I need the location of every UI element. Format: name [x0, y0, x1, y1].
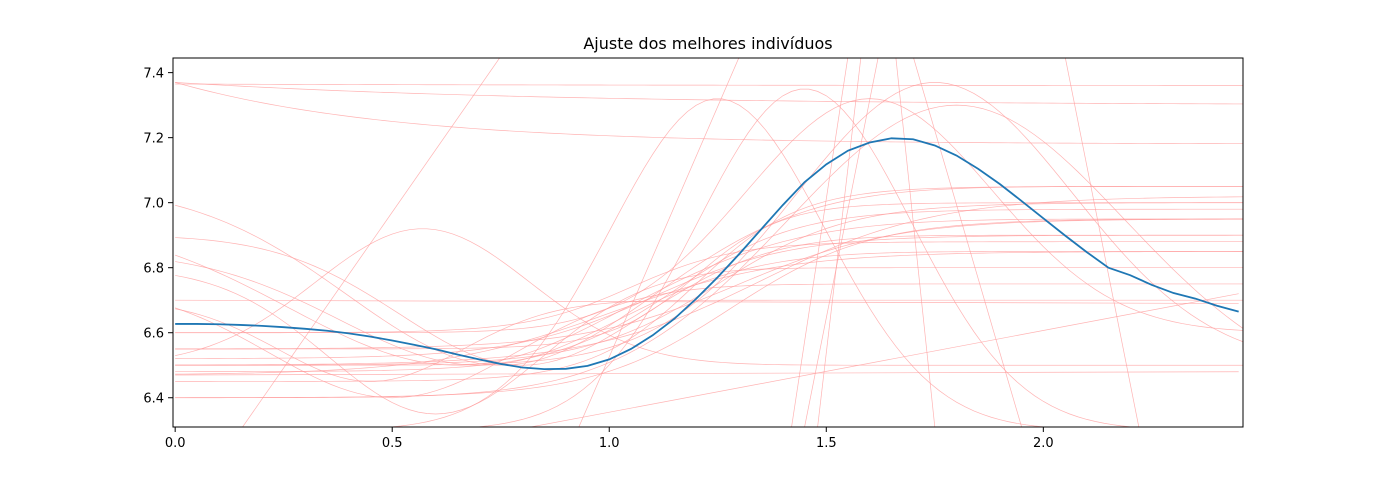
y-tick-label: 7.2: [143, 132, 164, 147]
candidate-curve: [175, 371, 1239, 376]
y-tick-label: 6.6: [143, 327, 164, 342]
best-fit-curve: [175, 137, 1239, 371]
candidate-curve: [175, 82, 1243, 145]
candidate-curve: [175, 208, 1243, 373]
candidate-curve: [242, 58, 501, 427]
candidate-curve: [175, 241, 1243, 334]
candidate-curve: [472, 88, 1137, 427]
candidate-curve: [175, 228, 1243, 366]
candidate-curve: [175, 83, 1243, 86]
candidate-curve: [175, 299, 1239, 304]
candidate-curve: [1064, 58, 1140, 427]
candidate-curve: [528, 293, 1239, 427]
candidate-curve: [175, 98, 1243, 334]
candidate-curve: [175, 196, 1243, 366]
chart-title: Ajuste dos melhores indivíduos: [583, 34, 832, 53]
candidate-curve: [175, 82, 1243, 366]
candidate-curve: [895, 58, 936, 427]
candidate-curve: [175, 104, 1243, 399]
x-axis: 0.0 0.5 1.0 1.5 2.0: [165, 427, 1054, 451]
y-tick-label: 7.0: [143, 197, 164, 212]
candidate-curve: [791, 58, 849, 427]
y-tick-label: 6.8: [143, 262, 164, 277]
candidate-curve: [175, 251, 1243, 366]
candidate-curve: [175, 299, 1243, 382]
candidate-curve: [175, 218, 1243, 366]
candidate-curve: [175, 202, 1243, 366]
candidate-curve: [175, 283, 1243, 399]
y-axis: 6.4 6.6 6.8 7.0 7.2 7.4: [143, 67, 173, 407]
y-tick-label: 7.4: [143, 67, 164, 82]
candidate-curve: [175, 82, 1243, 105]
candidate-curve: [175, 267, 1243, 415]
candidate-curve: [175, 186, 1243, 366]
candidate-curve: [804, 58, 879, 427]
x-tick-label: 0.5: [382, 436, 403, 451]
plot-area: [173, 58, 1243, 427]
candidate-curve: [913, 58, 1022, 427]
x-tick-label: 1.0: [599, 436, 620, 451]
candidate-curve: [175, 218, 1243, 350]
candidate-curve: [578, 58, 740, 427]
candidate-curve: [175, 202, 1243, 350]
best-fit-curve-group: [175, 137, 1239, 371]
x-tick-label: 0.0: [165, 436, 186, 451]
candidate-curve: [175, 251, 1243, 375]
x-tick-label: 1.5: [816, 436, 837, 451]
candidate-curve: [817, 58, 862, 427]
y-tick-label: 6.4: [143, 392, 164, 407]
x-tick-label: 2.0: [1033, 436, 1054, 451]
plot-frame: [172, 57, 1244, 428]
